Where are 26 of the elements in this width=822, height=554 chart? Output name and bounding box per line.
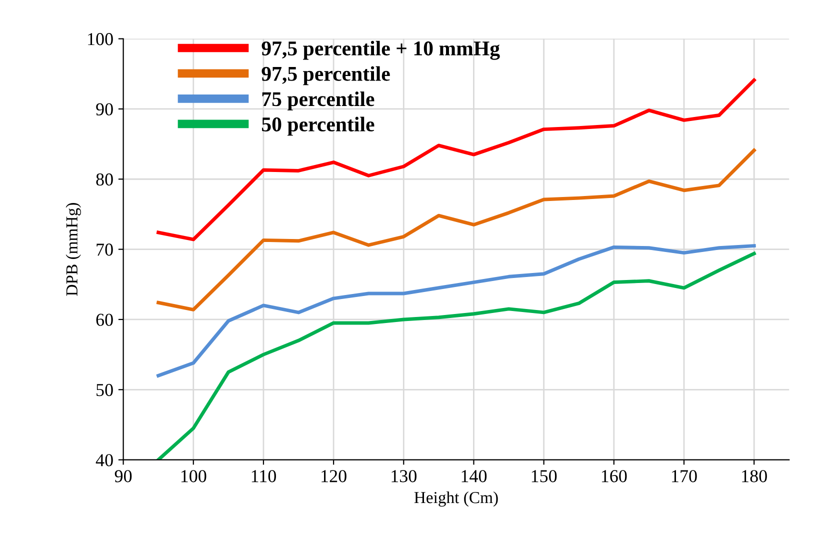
x-tick-label: 100	[181, 470, 206, 482]
y-axis-title: DPB (mmHg)	[66, 203, 81, 296]
line-series	[156, 252, 756, 460]
x-tick-label: 140	[462, 470, 487, 482]
legend-label: 97,5 percentile + 10 mmHg	[262, 40, 500, 60]
x-tick-label: 160	[602, 470, 627, 482]
y-tick-label: 90	[96, 103, 113, 116]
x-tick-label: 150	[532, 470, 557, 482]
x-axis-title: Height (Cm)	[414, 491, 498, 507]
y-tick-label: 60	[96, 314, 113, 326]
legend-label: 75 percentile	[262, 92, 374, 110]
line-series	[156, 148, 756, 312]
x-tick-label: 90	[114, 470, 132, 482]
line-series	[156, 244, 756, 378]
y-tick-label: 70	[96, 244, 113, 256]
y-tick-label: 80	[96, 173, 113, 186]
x-tick-label: 120	[322, 470, 346, 482]
legend-label: 97,5 percentile	[262, 66, 390, 86]
legend-label: 50 percentile	[262, 116, 374, 136]
x-tick-label: 130	[392, 470, 416, 482]
x-tick-label: 180	[742, 470, 767, 482]
y-tick-label: 50	[96, 384, 113, 396]
x-tick-label: 110	[252, 470, 276, 482]
x-tick-label: 170	[672, 470, 697, 482]
y-tick-label: 40	[96, 454, 113, 466]
y-tick-label: 100	[88, 33, 113, 46]
